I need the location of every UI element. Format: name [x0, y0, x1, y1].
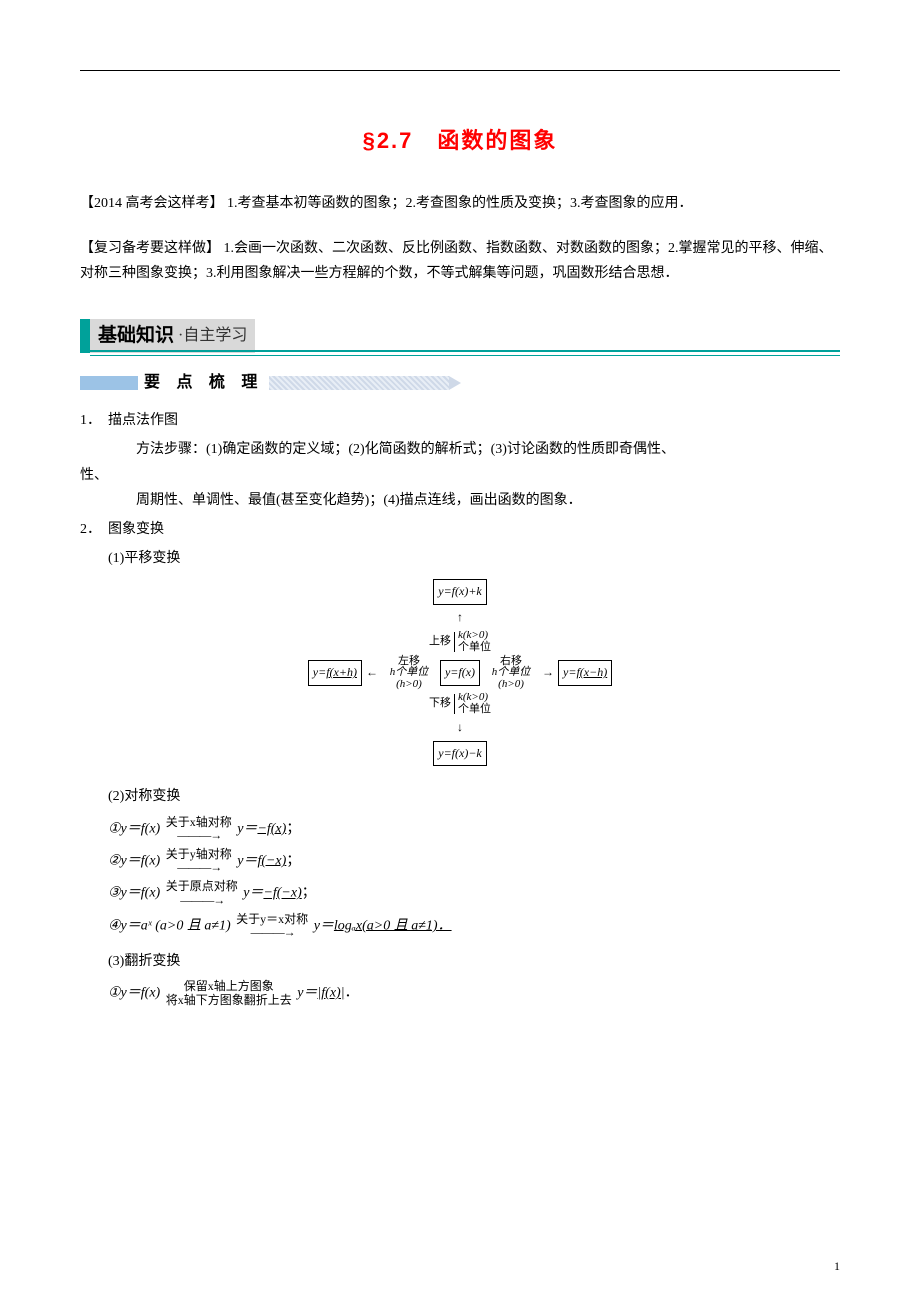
banner-underline-1 [90, 350, 840, 352]
item-1-num: 1． [80, 408, 108, 433]
arrow-up-icon: ↑ [457, 607, 463, 629]
banner-sub: ·自主学习 [178, 322, 247, 351]
sym-3: ③y＝f(x) 关于原点对称 — — — → y＝−f(−x)； [108, 880, 840, 906]
diagram-down-label: 下移 k(k>0) 个单位 [429, 692, 491, 715]
arrow-left-icon: ← [366, 662, 378, 684]
sub-2-2: (2)对称变换 [108, 784, 840, 809]
item-1-p2: 周期性、单调性、最值(甚至变化趋势)；(4)描点连线，画出函数的图象． [136, 488, 840, 513]
subsection-banner: 要 点 梳 理 [80, 372, 840, 394]
banner-left-bar [80, 319, 90, 353]
item-1-p1: 方法步骤：(1)确定函数的定义域；(2)化简函数的解析式；(3)讨论函数的性质即… [136, 437, 840, 462]
page-number: 1 [834, 1256, 840, 1278]
intro1-label: 【2014 高考会这样考】 [80, 196, 224, 211]
banner-label: 基础知识 ·自主学习 [90, 319, 255, 353]
diagram-left-label: 左移 h个单位 (h>0) [382, 656, 436, 691]
arrow-annot-1: 关于x轴对称 — — — → [166, 816, 232, 842]
item-1-p1-cont: 性、 [80, 463, 840, 488]
diagram-center-box: y=f(x) [440, 660, 480, 686]
arrow-right-icon: → [542, 662, 554, 684]
arrow-annot-3: 关于原点对称 — — — → [166, 880, 238, 906]
arrow-annot-4: 关于y＝x对称 — — — → [236, 913, 308, 939]
sym-1: ①y＝f(x) 关于x轴对称 — — — → y＝−f(x)； [108, 816, 840, 842]
intro1-text: 1.考查基本初等函数的图象；2.考查图象的性质及变换；3.考查图象的应用． [227, 196, 693, 211]
page: §2.7 函数的图象 【2014 高考会这样考】 1.考查基本初等函数的图象；2… [0, 0, 920, 1302]
intro-block-1: 【2014 高考会这样考】 1.考查基本初等函数的图象；2.考查图象的性质及变换… [80, 191, 840, 216]
banner-main: 基础知识 [98, 319, 174, 353]
item-1-title: 描点法作图 [108, 408, 840, 433]
diagram-left-box: y=f(x+h) [308, 660, 362, 686]
item-2-num: 2． [80, 517, 108, 542]
content-body: 1． 描点法作图 方法步骤：(1)确定函数的定义域；(2)化简函数的解析式；(3… [80, 408, 840, 1007]
flip-1: ①y＝f(x) 保留x轴上方图象 将x轴下方图象翻折上去 y＝|f(x)|． [108, 980, 840, 1006]
diagram-up-label: 上移 k(k>0) 个单位 [429, 630, 491, 653]
sub-2-3: (3)翻折变换 [108, 949, 840, 974]
section-banner: 基础知识 ·自主学习 [80, 314, 840, 354]
intro2-label: 【复习备考要这样做】 [80, 241, 220, 256]
arrow-down-icon: ↓ [457, 717, 463, 739]
sym-4: ④y＝aˣ (a>0 且 a≠1) 关于y＝x对称 — — — → y＝logₐ… [108, 913, 840, 939]
subsection-tail [269, 376, 449, 390]
diagram-bottom-box: y=f(x)−k [433, 741, 487, 767]
document-title: §2.7 函数的图象 [80, 121, 840, 161]
item-2-title: 图象变换 [108, 517, 840, 542]
diagram-right-box: y=f(x−h) [558, 660, 612, 686]
diagram-top-box: y=f(x)+k [433, 579, 487, 605]
subsection-bar [80, 376, 138, 390]
arrow-annot-flip-1: 保留x轴上方图象 将x轴下方图象翻折上去 [166, 980, 292, 1006]
sym-2: ②y＝f(x) 关于y轴对称 — — — → y＝f(−x)； [108, 848, 840, 874]
sub-2-1: (1)平移变换 [108, 546, 840, 571]
vline [454, 632, 455, 652]
diagram-right-label: 右移 h个单位 (h>0) [484, 656, 538, 691]
arrow-annot-2: 关于y轴对称 — — — → [166, 848, 232, 874]
vline-2 [454, 694, 455, 714]
subsection-text: 要 点 梳 理 [144, 369, 263, 398]
translation-diagram: y=f(x)+k ↑ 上移 k(k>0) 个单位 y=f(x+h) [260, 579, 660, 766]
item-1: 1． 描点法作图 [80, 408, 840, 433]
intro-block-2: 【复习备考要这样做】 1.会画一次函数、二次函数、反比例函数、指数函数、对数函数… [80, 236, 840, 286]
top-rule [80, 70, 840, 71]
banner-underline-2 [90, 355, 840, 356]
item-2: 2． 图象变换 [80, 517, 840, 542]
